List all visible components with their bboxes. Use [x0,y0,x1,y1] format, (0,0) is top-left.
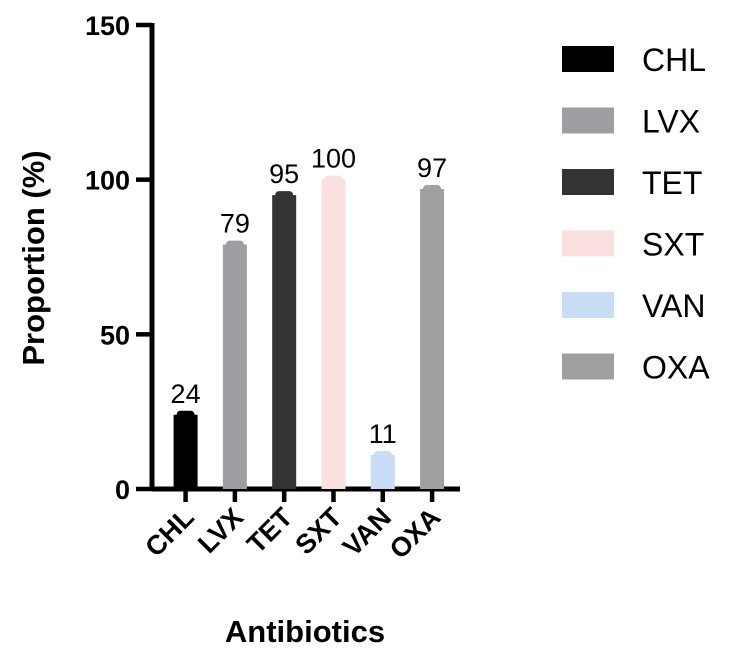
legend-label-van: VAN [642,288,705,324]
bar-cap-tet [275,191,294,200]
legend-label-tet: TET [642,165,702,201]
data-label-sxt: 100 [311,144,356,174]
bar-cap-chl [176,410,195,419]
bars [173,175,445,490]
data-label-lvx: 79 [220,209,250,239]
legend-swatch-oxa [562,353,614,380]
x-tick-label-van: VAN [337,502,397,562]
legend-swatch-lvx [562,107,614,134]
x-tick-label-sxt: SXT [289,502,348,561]
legend-swatch-tet [562,169,614,195]
bar-lvx [222,244,247,489]
legend-label-lvx: LVX [642,104,700,140]
legend-swatch-sxt [562,230,614,257]
bar-tet [272,195,297,489]
x-axis-title: Antibiotics [225,614,385,649]
bar-van [370,454,395,489]
legend: CHL LVX TET SXT VAN OXA [562,42,710,386]
data-label-oxa: 97 [417,153,447,183]
y-tick-label: 50 [100,320,130,350]
bar-cap-lvx [225,240,244,249]
x-tick-label-chl: CHL [139,502,199,562]
x-tick-label-lvx: LVX [192,502,249,559]
legend-swatch-van [562,292,614,318]
bar-cap-van [373,450,392,459]
data-labels: 24 79 95 100 11 97 [171,144,448,449]
legend-label-oxa: OXA [642,350,710,386]
y-axis: 0 50 100 150 [85,11,155,505]
bar-cap-sxt [324,175,343,184]
bar-oxa [420,188,445,490]
data-label-van: 11 [369,419,397,449]
legend-label-sxt: SXT [642,227,704,263]
data-label-chl: 24 [171,379,201,409]
y-tick-label: 0 [115,475,130,505]
bar-sxt [321,179,346,489]
x-tick-label-oxa: OXA [384,502,447,565]
y-tick-label: 100 [85,166,130,196]
data-label-tet: 95 [269,159,299,189]
bar-chl [173,414,198,489]
y-axis-title: Proportion (%) [16,150,51,365]
x-tick-label-tet: TET [241,502,299,560]
legend-label-chl: CHL [642,42,706,78]
legend-swatch-chl [562,46,614,72]
y-tick-label: 150 [85,11,130,41]
bar-cap-oxa [423,184,442,193]
